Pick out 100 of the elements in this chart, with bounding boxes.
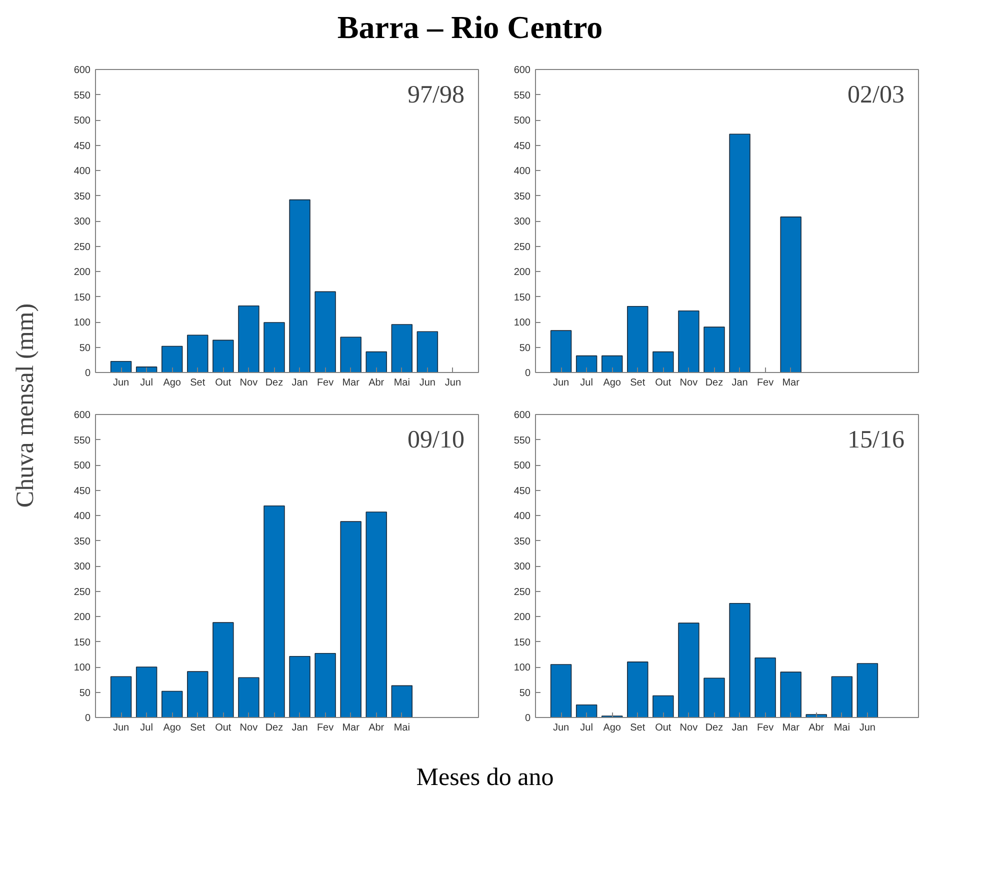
y-tick-label: 50 — [519, 688, 531, 699]
annotation: 97/98 — [408, 82, 465, 108]
y-tick-label: 250 — [74, 242, 91, 253]
x-tick-label: Fev — [756, 378, 774, 388]
x-tick-label: Jun — [112, 378, 130, 388]
chart-title: Barra – Rio Centro — [337, 8, 603, 47]
y-tick-label: 500 — [74, 116, 91, 126]
annotation: 02/03 — [848, 82, 905, 108]
x-tick-label: Dez — [705, 722, 724, 734]
y-axis-title: Chuva mensal (mm) — [12, 303, 39, 508]
x-tick-label: Abr — [368, 378, 385, 388]
y-tick-label: 200 — [74, 612, 91, 623]
x-tick-label: Jun — [112, 722, 130, 734]
x-tick-label: Ago — [603, 722, 622, 734]
y-tick-label: 600 — [74, 65, 91, 76]
y-tick-label: 150 — [514, 292, 531, 304]
x-tick-label: Out — [215, 378, 232, 388]
y-tick-label: 550 — [514, 435, 531, 446]
x-tick-label: Set — [190, 378, 206, 388]
y-tick-label: 450 — [514, 486, 531, 497]
x-tick-label: Ago — [163, 722, 182, 734]
y-tick-label: 500 — [74, 460, 91, 472]
y-tick-label: 200 — [514, 267, 531, 278]
y-tick-label: 500 — [514, 460, 531, 472]
x-tick-label: Abr — [808, 722, 825, 734]
y-tick-label: 150 — [74, 637, 91, 648]
y-tick-label: 200 — [514, 612, 531, 623]
x-tick-label: Out — [655, 722, 672, 734]
y-tick-label: 0 — [524, 713, 531, 724]
x-tick-label: Set — [630, 378, 646, 388]
x-tick-label: Out — [655, 378, 672, 388]
x-tick-label: Nov — [680, 378, 698, 388]
y-tick-label: 150 — [514, 637, 531, 648]
y-tick-label: 400 — [74, 511, 91, 522]
x-tick-label: Mar — [782, 722, 800, 734]
y-tick-label: 100 — [74, 662, 91, 674]
y-tick-label: 100 — [514, 662, 531, 674]
y-tick-label: 50 — [519, 342, 531, 354]
x-tick-label: Dez — [265, 378, 284, 388]
x-tick-label: Fev — [316, 722, 334, 734]
x-tick-label: Nov — [240, 378, 258, 388]
y-tick-label: 350 — [514, 536, 531, 548]
y-tick-label: 550 — [74, 435, 91, 446]
x-tick-label: Jun — [444, 378, 462, 388]
y-tick-label: 600 — [514, 65, 531, 76]
x-tick-label: Jul — [580, 722, 593, 734]
y-tick-label: 50 — [79, 688, 91, 699]
annotation: 15/16 — [848, 426, 905, 454]
y-tick-label: 350 — [514, 191, 531, 202]
y-tick-label: 500 — [514, 116, 531, 126]
y-tick-label: 400 — [74, 166, 91, 177]
x-tick-label: Jun — [859, 722, 876, 734]
y-tick-label: 450 — [514, 140, 531, 152]
y-tick-label: 100 — [74, 318, 91, 328]
y-tick-label: 100 — [514, 318, 531, 328]
x-tick-label: Jan — [292, 722, 308, 734]
x-tick-label: Mai — [394, 378, 410, 388]
x-tick-label: Set — [630, 722, 646, 734]
x-tick-label: Fev — [756, 722, 774, 734]
y-tick-label: 550 — [514, 90, 531, 102]
x-tick-label: Mai — [834, 722, 850, 734]
y-tick-label: 350 — [74, 191, 91, 202]
y-tick-label: 0 — [84, 368, 91, 379]
x-tick-label: Jan — [732, 722, 748, 734]
x-tick-label: Nov — [680, 722, 698, 734]
y-tick-label: 400 — [514, 511, 531, 522]
y-tick-label: 400 — [514, 166, 531, 177]
x-tick-label: Nov — [240, 722, 258, 734]
y-tick-label: 0 — [524, 368, 531, 379]
y-tick-label: 450 — [74, 486, 91, 497]
x-tick-label: Mar — [782, 378, 800, 388]
y-tick-label: 250 — [514, 586, 531, 598]
x-tick-label: Jul — [140, 378, 153, 388]
x-tick-label: Mar — [342, 722, 360, 734]
y-tick-label: 450 — [74, 140, 91, 152]
y-tick-label: 250 — [74, 586, 91, 598]
y-tick-label: 150 — [74, 292, 91, 304]
x-tick-label: Abr — [368, 722, 385, 734]
x-tick-label: Mar — [342, 378, 360, 388]
y-tick-label: 600 — [514, 410, 531, 421]
x-tick-label: Mai — [394, 722, 410, 734]
x-tick-label: Jul — [140, 722, 153, 734]
y-tick-label: 300 — [514, 216, 531, 228]
y-tick-label: 600 — [74, 410, 91, 421]
y-tick-label: 0 — [84, 713, 91, 724]
x-tick-label: Jan — [292, 378, 308, 388]
x-tick-label: Dez — [265, 722, 284, 734]
x-tick-label: Jun — [419, 378, 436, 388]
y-tick-label: 350 — [74, 536, 91, 548]
x-tick-label: Ago — [163, 378, 182, 388]
x-tick-label: Out — [215, 722, 232, 734]
y-tick-label: 250 — [514, 242, 531, 253]
x-tick-label: Jun — [552, 378, 570, 388]
y-tick-label: 50 — [79, 342, 91, 354]
y-tick-label: 300 — [74, 216, 91, 228]
x-tick-label: Ago — [603, 378, 622, 388]
x-tick-label: Fev — [316, 378, 334, 388]
y-tick-label: 550 — [74, 90, 91, 102]
x-axis-title: Meses do ano — [416, 763, 554, 793]
y-tick-label: 200 — [74, 267, 91, 278]
